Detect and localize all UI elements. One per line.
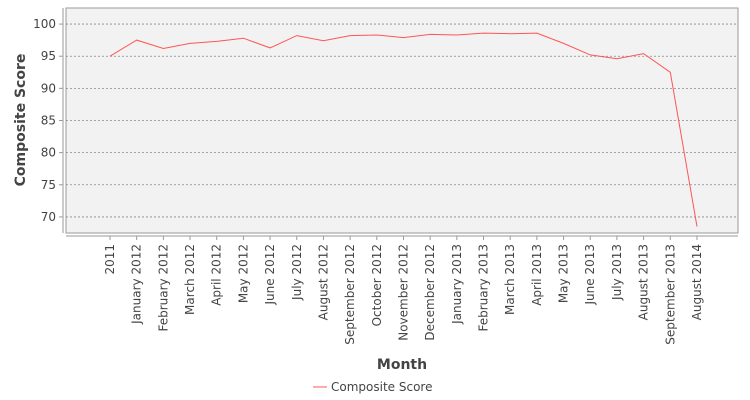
x-tick-label: February 2013 xyxy=(477,244,491,332)
y-tick-label: 90 xyxy=(41,81,56,95)
series-line-composite-score xyxy=(109,32,698,227)
x-tick-label: January 2012 xyxy=(130,244,144,325)
series-group xyxy=(109,32,698,227)
x-tick-label: August 2014 xyxy=(690,244,704,320)
x-tick-label: August 2012 xyxy=(316,244,330,320)
y-tick-label: 85 xyxy=(41,114,56,128)
y-tick-label: 80 xyxy=(41,146,56,160)
y-tick-label: 100 xyxy=(33,17,56,31)
y-axis-ticks: 70 75 80 85 90 95 100 xyxy=(33,17,63,224)
x-tick-label: 2011 xyxy=(103,244,117,275)
x-axis-ticks: 2011 January 2012 February 2012 March 2012 A… xyxy=(103,236,704,345)
x-tick-label: May 2012 xyxy=(236,244,250,303)
x-tick-label: April 2012 xyxy=(210,244,224,306)
gridlines xyxy=(66,23,738,218)
x-tick-label: September 2012 xyxy=(343,244,357,345)
x-tick-label: March 2013 xyxy=(503,244,517,315)
x-tick-label: October 2012 xyxy=(370,244,384,326)
x-tick-label: August 2013 xyxy=(637,244,651,320)
x-tick-label: July 2012 xyxy=(290,244,304,301)
x-axis-title: Month xyxy=(377,357,427,373)
y-axis-title: Composite Score xyxy=(13,54,29,187)
x-tick-label: January 2013 xyxy=(450,244,464,325)
legend: Composite Score xyxy=(313,380,432,394)
x-tick-label: June 2013 xyxy=(583,244,597,306)
x-tick-label: December 2012 xyxy=(423,244,437,341)
x-tick-label: July 2013 xyxy=(610,244,624,301)
y-tick-label: 95 xyxy=(41,49,56,63)
y-tick-label: 70 xyxy=(41,210,56,224)
x-tick-label: February 2012 xyxy=(156,244,170,332)
x-tick-label: April 2013 xyxy=(530,244,544,306)
x-tick-label: March 2012 xyxy=(183,244,197,315)
x-tick-label: September 2013 xyxy=(663,244,677,345)
legend-label: Composite Score xyxy=(331,380,432,394)
x-tick-label: May 2013 xyxy=(557,244,571,303)
x-tick-label: November 2012 xyxy=(396,244,410,341)
y-tick-label: 75 xyxy=(41,178,56,192)
x-tick-label: June 2012 xyxy=(263,244,277,306)
